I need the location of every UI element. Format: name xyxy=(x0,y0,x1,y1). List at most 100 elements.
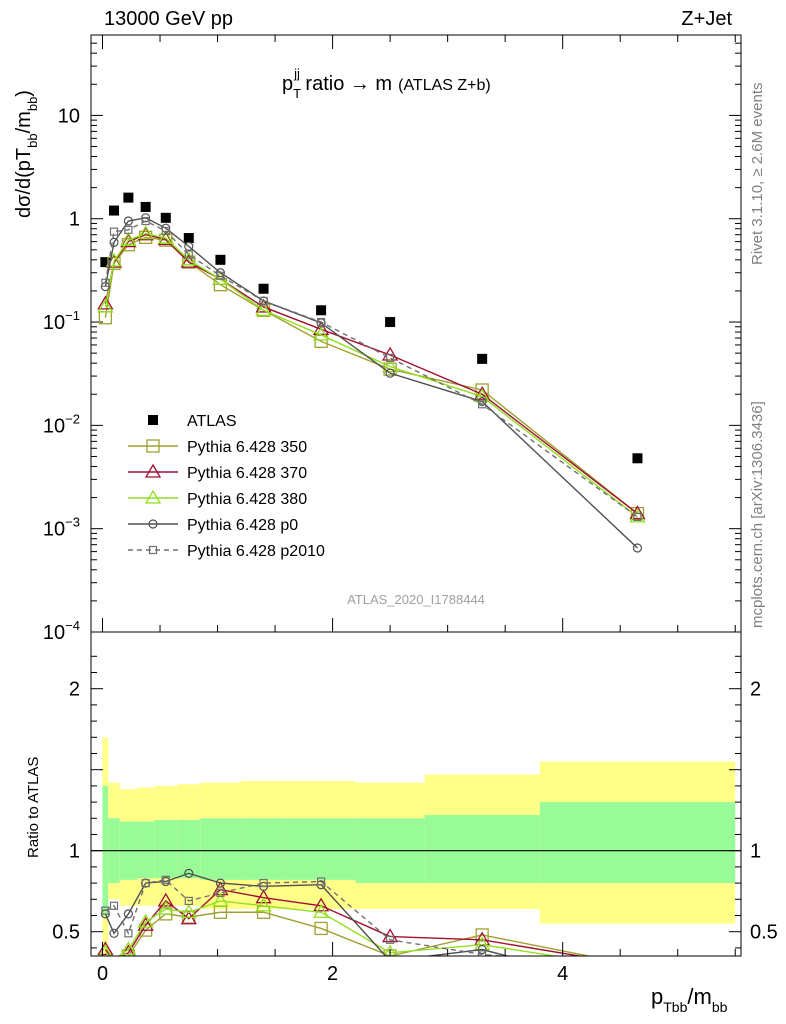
series-point-p2010 xyxy=(109,227,119,236)
ratio-point-p0 xyxy=(123,909,133,919)
series-point-p380 xyxy=(97,298,114,313)
green-band xyxy=(539,802,736,884)
series-point-p380 xyxy=(157,229,174,244)
ratio-point-p2010 xyxy=(109,901,119,910)
series-point-p2010 xyxy=(633,512,642,522)
ratio-point-p0 xyxy=(184,868,194,878)
atlas-data-point xyxy=(477,353,488,364)
ratio-point-p380 xyxy=(255,897,272,912)
ratio-clipped-group xyxy=(97,868,593,956)
ratio-point-p380 xyxy=(180,903,197,918)
y-tick-label: 10−4 xyxy=(43,618,80,644)
ratio-y-tick-label-right: 0.5 xyxy=(750,922,778,944)
x-tick-label: 0 xyxy=(97,963,108,985)
atlas-data-point xyxy=(140,201,151,212)
ratio-point-p2010 xyxy=(141,878,150,888)
legend-marker-p350 xyxy=(146,439,160,453)
series-point-p380 xyxy=(180,251,197,266)
x-label-sub2: bb xyxy=(712,999,728,1015)
y-tick-label-exp: −4 xyxy=(65,618,80,633)
series-point-p380 xyxy=(137,225,154,240)
ratio-point-p0 xyxy=(109,928,119,938)
ratio-point-p2010 xyxy=(216,888,225,897)
ratio-point-p2010 xyxy=(259,878,268,888)
series-point-p2010 xyxy=(259,296,268,306)
series-line-p2010 xyxy=(104,220,638,518)
x-axis-label: pTbb/mbb xyxy=(651,984,728,1015)
analysis-tag: ATLAS_2020_I1788444 xyxy=(347,592,485,607)
main-y-label-sub1: bb xyxy=(25,133,40,147)
ratio-line-p350 xyxy=(126,911,593,956)
main-y-label-end: ) xyxy=(13,90,35,97)
ratio-y-label: Ratio to ATLAS xyxy=(25,757,42,858)
y-tick-label-base: 10 xyxy=(58,105,80,127)
series-point-p0 xyxy=(184,241,194,251)
atlas-data-point xyxy=(215,254,226,265)
ratio-point-p0 xyxy=(477,944,487,955)
main-y-label: dσ/d(pTbb/mbb) xyxy=(13,90,40,218)
y-tick-label: 10−2 xyxy=(43,411,80,437)
y-tick-label-exp: −3 xyxy=(65,515,80,530)
atlas-data-point xyxy=(160,212,171,223)
series-point-p2010 xyxy=(478,400,487,409)
legend-label-p0: Pythia 6.428 p0 xyxy=(187,517,298,534)
x-tick-label: 2 xyxy=(327,963,338,985)
ratio-point-p2010 xyxy=(386,935,395,944)
series-point-p0 xyxy=(385,368,395,378)
plot-title-small: (ATLAS Z+b) xyxy=(398,77,491,94)
plot-title-p: p xyxy=(282,73,293,95)
x-tick-label: 4 xyxy=(557,963,568,985)
mcplots-label: mcplots.cern.ch [arXiv:1306.3436] xyxy=(749,401,766,628)
ratio-series-group xyxy=(97,868,593,956)
ratio-point-p370 xyxy=(97,941,114,956)
series-point-p2010 xyxy=(124,225,133,234)
main-y-label-mid: /m xyxy=(13,111,35,133)
legend-marker-p370 xyxy=(144,463,162,478)
ratio-point-p380 xyxy=(98,944,113,956)
atlas-data-point xyxy=(385,317,396,328)
ratio-point-p0 xyxy=(215,878,226,888)
series-point-p2010 xyxy=(316,317,326,327)
series-point-p370 xyxy=(474,385,491,400)
ratio-point-p2010 xyxy=(124,929,133,938)
ratio-y-axis: 0.5 0.5 1 1 2 2 xyxy=(52,655,778,949)
legend-label-p350: Pythia 6.428 350 xyxy=(187,439,307,456)
ratio-y-tick-label-right: 2 xyxy=(750,679,761,701)
header-left: 13000 GeV pp xyxy=(104,8,233,30)
ratio-point-p2010 xyxy=(316,877,326,886)
series-point-p2010 xyxy=(216,271,225,280)
ratio-point-p380 xyxy=(157,900,174,915)
ratio-point-p370 xyxy=(381,928,399,943)
series-line-p380 xyxy=(104,232,638,518)
y-tick-label-exp: −2 xyxy=(65,411,80,426)
x-label-mid: /m xyxy=(687,984,711,1009)
series-point-p370 xyxy=(157,231,174,246)
x-label-sub1: Tbb xyxy=(663,999,687,1015)
ratio-point-p380 xyxy=(312,903,330,918)
series-point-p370 xyxy=(97,295,114,310)
atlas-data-point xyxy=(100,257,111,268)
atlas-data-point xyxy=(123,192,134,203)
y-tick-label: 10−3 xyxy=(43,515,80,541)
header-right: Z+Jet xyxy=(681,8,732,30)
series-point-p2010 xyxy=(161,226,170,236)
ratio-point-p380 xyxy=(137,913,154,928)
legend-marker-p0 xyxy=(148,519,158,529)
ratio-point-p380 xyxy=(212,892,229,907)
main-y-label-sub2: bb xyxy=(25,97,40,111)
ratio-point-p370 xyxy=(255,889,272,904)
series-point-p2010 xyxy=(141,216,150,226)
series-line-p350 xyxy=(104,236,638,515)
series-point-p0 xyxy=(109,237,119,247)
plot-title-rest: ratio → m xyxy=(300,73,392,95)
main-y-label-main: dσ/d(pT xyxy=(13,148,35,218)
green-band xyxy=(240,818,287,880)
plot-title: pTjj ratio → m (ATLAS Z+b) xyxy=(282,66,491,101)
atlas-data-point xyxy=(316,305,327,316)
ratio-point-p2010 xyxy=(161,875,170,884)
series-line-p370 xyxy=(104,233,638,515)
legend-marker-p380 xyxy=(144,489,162,504)
ratio-point-p2010 xyxy=(478,950,487,956)
y-tick-label-base: 10 xyxy=(43,519,65,541)
